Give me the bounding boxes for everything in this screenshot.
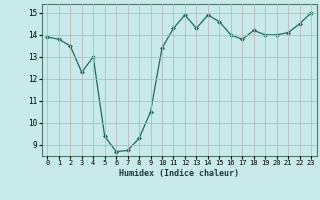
X-axis label: Humidex (Indice chaleur): Humidex (Indice chaleur)	[119, 169, 239, 178]
